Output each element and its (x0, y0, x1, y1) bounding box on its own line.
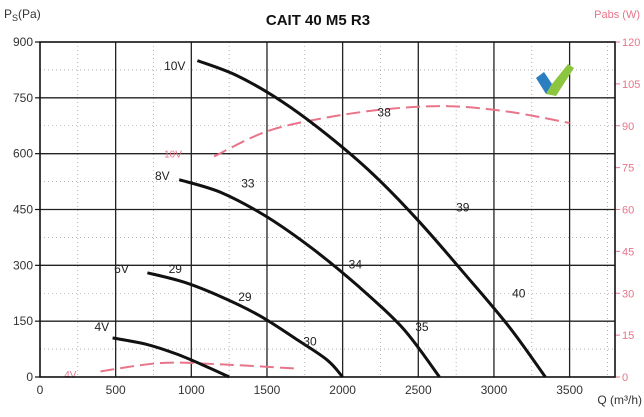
y-tick-label: 0 (26, 370, 33, 384)
curve-label: 35 (415, 320, 429, 334)
curve-label: 39 (456, 201, 470, 215)
curve-label: 38 (377, 106, 391, 120)
power-curves (100, 105, 570, 373)
checkmark-logo-green (546, 64, 574, 96)
plot-frame (39, 41, 616, 378)
y2-tick-label: 90 (622, 121, 634, 133)
x-tick-label: 2500 (405, 383, 432, 397)
y-tick-label: 300 (13, 258, 33, 272)
y2-tick-label: 120 (622, 37, 640, 49)
x-tick-label: 1000 (178, 383, 205, 397)
y2-tick-label: 60 (622, 205, 634, 217)
curve-label: 29 (169, 262, 183, 276)
pressure-curve-6V (147, 271, 344, 378)
curve-label: 6V (114, 262, 129, 276)
curve-label: 40 (512, 286, 526, 300)
y-tick-label: 150 (13, 314, 33, 328)
y2-axis-title: Pabs (W) (594, 9, 640, 21)
y-tick-label: 900 (13, 35, 33, 49)
y2-tick-label: 0 (622, 372, 628, 384)
curve-labels: 10V 4V 10V 38 39 40 8V 33 34 35 6V 29 29 30 4V (64, 59, 526, 381)
checkmark-logo-blue (536, 72, 552, 94)
pressure-curve-4V (112, 336, 230, 379)
x-tick-label: 500 (106, 383, 126, 397)
power-curve-label: 4V (64, 370, 77, 381)
x-tick-label: 0 (37, 383, 44, 397)
y2-tick-label: 105 (622, 79, 640, 91)
curve-label: 8V (155, 169, 170, 183)
curve-label: 33 (241, 176, 255, 190)
pressure-curves (112, 59, 547, 379)
y2-tick-label: 45 (622, 246, 634, 258)
power-curve-10V (213, 105, 570, 158)
y2-tick-label: 15 (622, 330, 634, 342)
curve-label: 4V (94, 320, 109, 334)
x-axis-title: Q (m³/h) (597, 393, 642, 407)
y-axis-title: PS(Pa) (4, 7, 41, 23)
power-curve-4V (100, 361, 298, 373)
x-tick-label: 3500 (556, 383, 583, 397)
grid (40, 42, 615, 377)
y2-tick-label: 30 (622, 288, 634, 300)
y-tick-label: 450 (13, 203, 33, 217)
y2-tick-label: 75 (622, 163, 634, 175)
y-tick-label: 600 (13, 147, 33, 161)
pressure-curve-10V (196, 59, 547, 378)
curve-label: 10V (164, 59, 185, 73)
chart-title: CAIT 40 M5 R3 (266, 12, 370, 29)
checkmark-logo (536, 64, 574, 96)
curve-label: 29 (238, 290, 252, 304)
pressure-curve-8V (178, 178, 441, 378)
curve-label: 30 (303, 335, 317, 349)
y-tick-label: 750 (13, 91, 33, 105)
x-tick-label: 1500 (254, 383, 281, 397)
curve-label: 34 (349, 258, 363, 272)
x-tick-label: 2000 (329, 383, 356, 397)
x-tick-label: 3000 (481, 383, 508, 397)
axis-ticks: 0 500 1000 1500 2000 2500 3000 3500015030045060… (13, 35, 640, 397)
power-curve-label: 10V (164, 150, 182, 161)
